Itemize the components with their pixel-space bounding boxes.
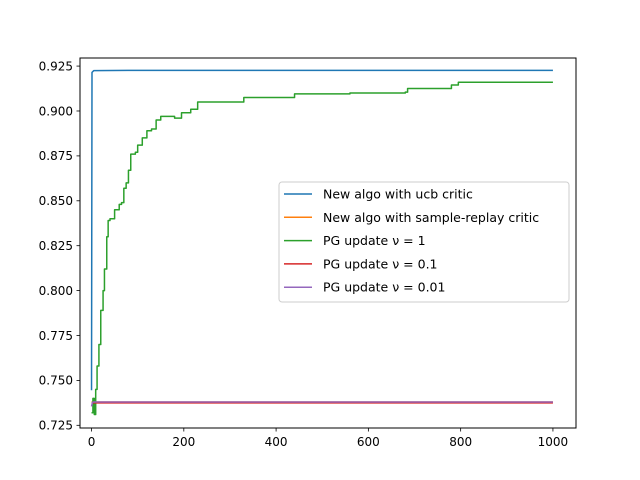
y-axis: 0.725 0.750 0.775 0.800 0.825 0.850 0.875 0.900… xyxy=(39,59,80,433)
y-tick-label: 0.750 xyxy=(39,374,73,388)
y-tick-label: 0.925 xyxy=(39,59,73,73)
legend-box xyxy=(278,181,570,303)
legend-label-0: New algo with ucb critic xyxy=(323,187,473,202)
series-line-0 xyxy=(90,69,553,391)
x-tick-label: 800 xyxy=(449,435,472,449)
y-tick-label: 0.775 xyxy=(39,329,73,343)
y-tick-label: 0.800 xyxy=(39,284,73,298)
x-axis: 0 200 400 600 800 1000 xyxy=(88,428,568,449)
y-tick-label: 0.850 xyxy=(39,194,73,208)
plot-frame xyxy=(79,57,577,429)
legend: New algo with ucb critic New algo with sa… xyxy=(278,181,570,303)
legend-label-2: PG update ν = 1 xyxy=(323,233,426,248)
x-tick-label: 600 xyxy=(357,435,380,449)
x-tick-label: 1000 xyxy=(538,435,569,449)
legend-label-1: New algo with sample-replay critic xyxy=(323,210,539,225)
y-tick-label: 0.725 xyxy=(39,419,73,433)
series-line-4 xyxy=(90,401,553,407)
y-tick-label: 0.825 xyxy=(39,239,73,253)
x-tick-label: 0 xyxy=(88,435,96,449)
legend-label-3: PG update ν = 0.1 xyxy=(323,256,438,271)
legend-label-4: PG update ν = 0.01 xyxy=(323,280,445,295)
y-tick-label: 0.875 xyxy=(39,149,73,163)
x-tick-label: 200 xyxy=(172,435,195,449)
series-line-2 xyxy=(91,81,553,416)
y-tick-label: 0.900 xyxy=(39,104,73,118)
x-tick-label: 400 xyxy=(265,435,288,449)
plot-lines xyxy=(90,69,553,416)
